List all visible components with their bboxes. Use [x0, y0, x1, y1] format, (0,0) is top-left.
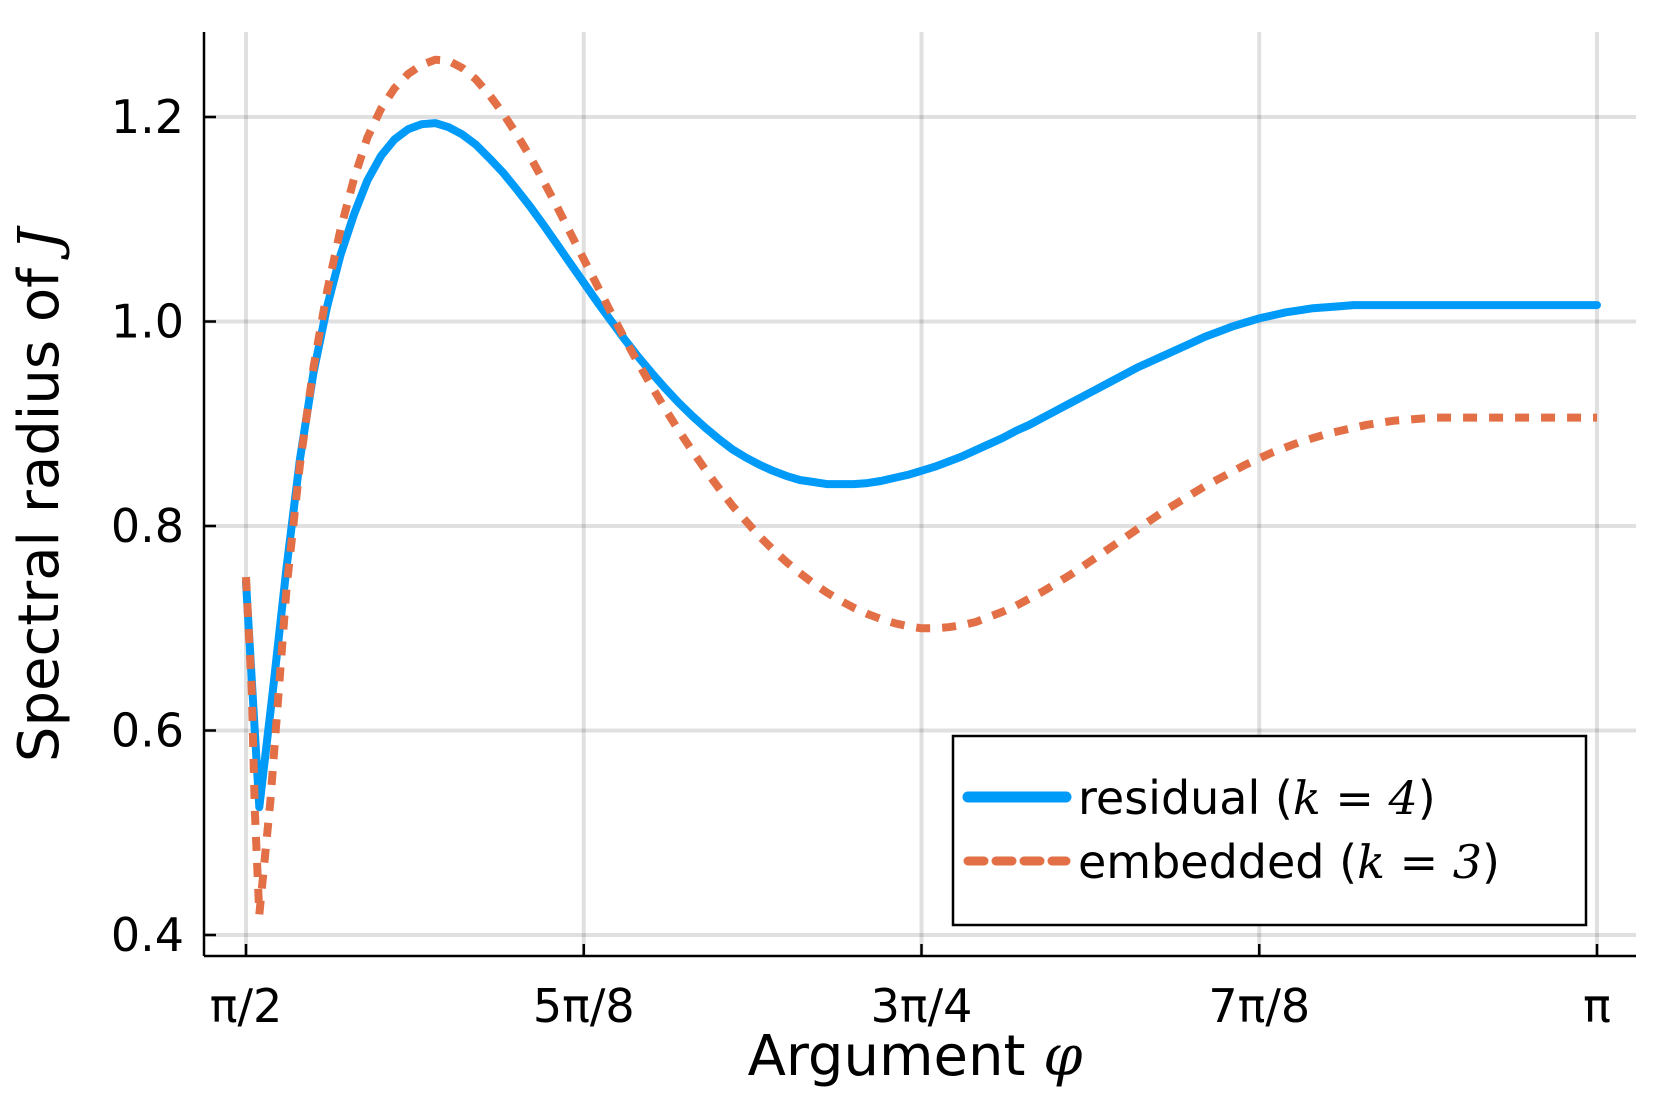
x-tick-label: 5π/8 — [533, 979, 635, 1033]
x-tick-label: 3π/4 — [871, 979, 973, 1033]
legend-box — [951, 734, 1588, 927]
series-layer — [242, 55, 1601, 919]
series-line-embedded — [242, 55, 1597, 919]
y-tick-label: 1.2 — [111, 90, 184, 144]
y-tick-label: 1.0 — [111, 295, 184, 349]
x-tick-label: π — [1583, 979, 1611, 1033]
axes — [202, 32, 1636, 958]
x-tick-label: 7π/8 — [1208, 979, 1310, 1033]
legend: residual (k = 4) embedded (k = 3) — [951, 734, 1588, 927]
series-line-residual — [242, 119, 1601, 812]
y-tick-label: 0.8 — [111, 499, 184, 553]
legend-label-residual: residual (k = 4) — [1078, 771, 1436, 825]
y-axis-title: Spectral radius of J — [7, 224, 72, 762]
legend-label-embedded: embedded (k = 3) — [1078, 835, 1500, 889]
grid — [204, 32, 1636, 956]
x-axis-title: Argument φ — [748, 1024, 1083, 1089]
tick-labels: π/2 5π/8 3π/4 7π/8 π 0.4 0.6 0.8 1.0 1.2 — [111, 90, 1611, 1033]
x-tick-label: π/2 — [210, 979, 282, 1033]
y-tick-label: 0.6 — [111, 704, 184, 758]
y-tick-label: 0.4 — [111, 908, 184, 962]
